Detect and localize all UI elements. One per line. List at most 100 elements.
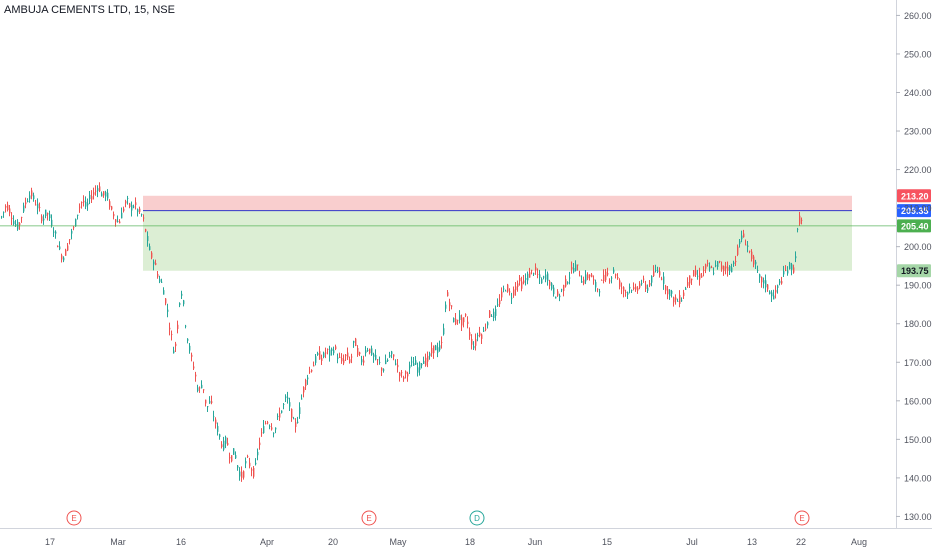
candle-body: [23, 205, 25, 212]
candle: [275, 427, 277, 434]
candle-body: [103, 191, 105, 196]
candle-body: [93, 192, 95, 195]
y-tick-label: 160.00: [904, 396, 932, 406]
price-label-text: 213.20: [901, 191, 929, 201]
candle: [799, 211, 801, 226]
candle-body: [171, 334, 173, 335]
candle: [185, 324, 187, 329]
candle: [73, 225, 75, 231]
candle: [215, 417, 217, 429]
candle: [1, 215, 3, 219]
candle-body: [673, 297, 675, 303]
candle-body: [515, 286, 517, 290]
candle: [757, 265, 759, 274]
event-marker-label: E: [799, 514, 804, 523]
candle-body: [517, 283, 519, 287]
candle: [619, 278, 621, 290]
candle-body: [663, 276, 665, 284]
candle: [681, 297, 683, 302]
candle: [623, 286, 625, 298]
candle: [783, 265, 785, 277]
candle: [797, 227, 799, 233]
candle-body: [459, 315, 461, 321]
candle-body: [739, 241, 741, 244]
candle-body: [351, 356, 353, 358]
candle: [249, 457, 251, 469]
candle: [487, 321, 489, 329]
earnings-marker[interactable]: E: [66, 510, 82, 526]
candle: [135, 197, 137, 210]
candle: [387, 358, 389, 363]
candle: [455, 313, 457, 326]
candle-body: [169, 327, 171, 330]
candle-body: [737, 246, 739, 255]
candle-body: [709, 266, 711, 269]
candle: [397, 359, 399, 373]
candle-body: [743, 233, 745, 238]
y-tick-label: 190.00: [904, 281, 932, 291]
candle: [237, 465, 239, 471]
candle: [235, 451, 237, 459]
candle-body: [59, 246, 61, 250]
candle: [801, 217, 803, 225]
candle-body: [685, 288, 687, 290]
candle: [323, 351, 325, 359]
candle-body: [415, 360, 417, 365]
earnings-marker[interactable]: E: [361, 510, 377, 526]
candle-body: [691, 278, 693, 281]
candle-body: [555, 296, 557, 299]
candle: [263, 419, 265, 434]
candle-body: [407, 373, 409, 377]
dividend-marker[interactable]: D: [469, 510, 485, 526]
candle-body: [549, 281, 551, 286]
candle-body: [389, 355, 391, 357]
candle: [119, 219, 121, 224]
candle-body: [503, 288, 505, 290]
candle-body: [323, 352, 325, 358]
candle: [259, 437, 261, 450]
candle: [141, 213, 143, 217]
candle-body: [223, 440, 225, 450]
candle-body: [177, 324, 179, 329]
candle-body: [91, 196, 93, 200]
candle: [651, 275, 653, 287]
candle-body: [675, 297, 677, 300]
candle: [63, 256, 65, 263]
candle-body: [339, 356, 341, 358]
candle: [467, 316, 469, 329]
candle: [253, 466, 255, 479]
candle: [677, 298, 679, 302]
candle: [769, 290, 771, 295]
candle-body: [163, 290, 165, 295]
candle-body: [755, 261, 757, 265]
candle: [365, 346, 367, 357]
candle: [183, 299, 185, 307]
candle: [621, 282, 623, 295]
candle-body: [591, 274, 593, 278]
candle-body: [447, 292, 449, 297]
candle-body: [37, 203, 39, 209]
candle: [761, 276, 763, 288]
candle-body: [765, 280, 767, 288]
candle: [711, 265, 713, 269]
candle: [87, 198, 89, 211]
candle-body: [453, 318, 455, 323]
candle: [349, 356, 351, 364]
candle: [95, 185, 97, 196]
candle-body: [185, 325, 187, 327]
candle: [137, 208, 139, 217]
candle: [469, 327, 471, 340]
candle-body: [801, 219, 803, 221]
candle-body: [565, 278, 567, 287]
candle-body: [295, 422, 297, 427]
candle-body: [263, 426, 265, 433]
candle: [665, 284, 667, 295]
earnings-marker[interactable]: E: [794, 510, 810, 526]
candle-body: [255, 462, 257, 465]
candle-body: [745, 244, 747, 246]
candle-body: [791, 264, 793, 270]
candle-body: [249, 462, 251, 467]
candle-body: [97, 188, 99, 192]
candle-body: [597, 288, 599, 290]
